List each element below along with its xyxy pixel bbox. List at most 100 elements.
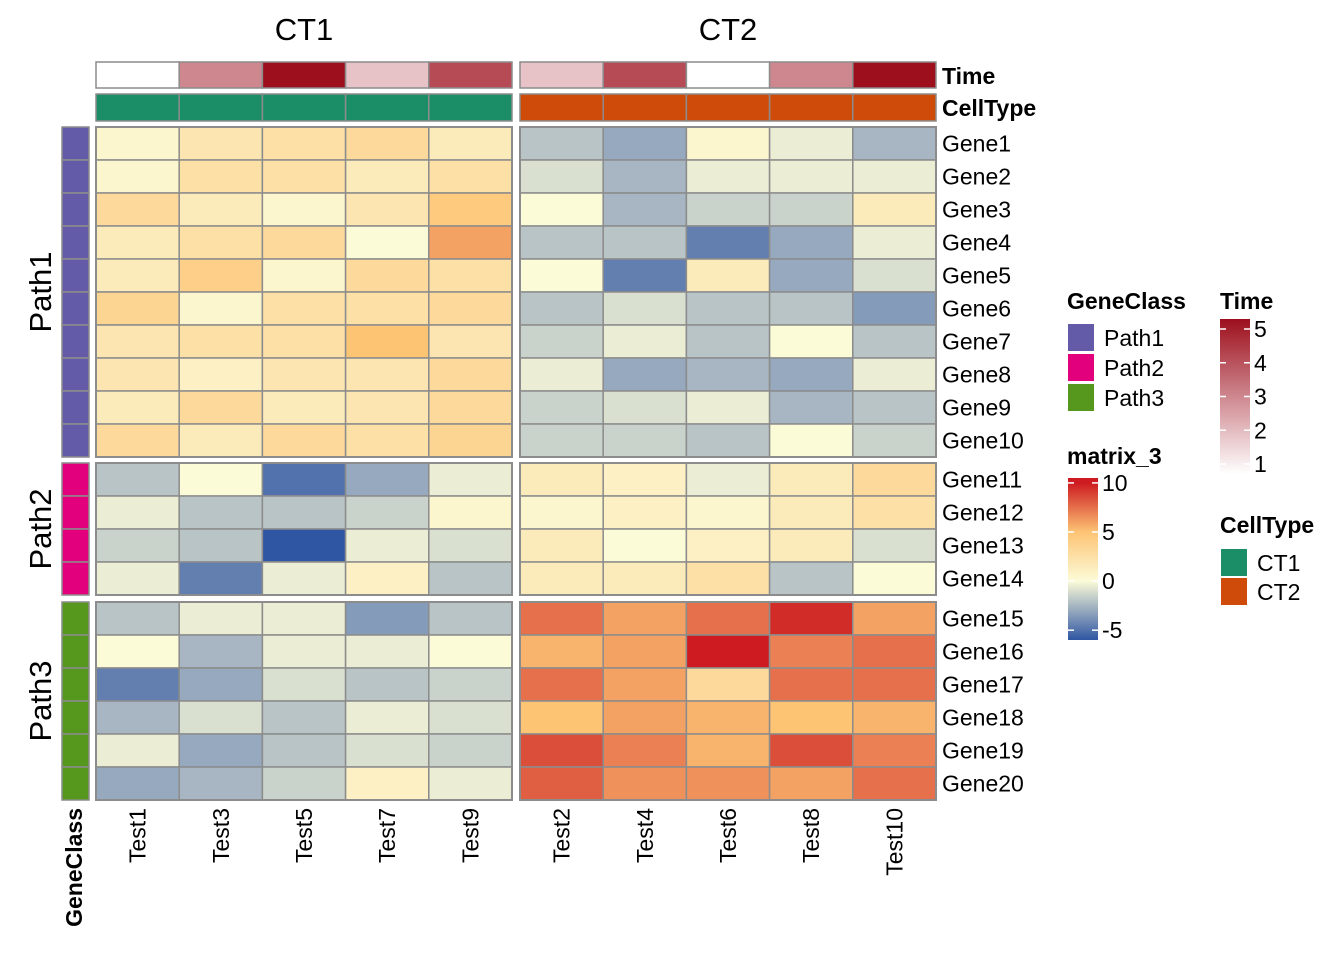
heatmap-cell [685, 733, 771, 768]
legend-celltype-swatch [1221, 578, 1247, 605]
heatmap-cell [519, 634, 604, 669]
heatmap-cell [852, 423, 937, 458]
legend-matrix-colorbar [1068, 478, 1098, 640]
geneclass-annotation-cell [61, 561, 90, 596]
celltype-annotation-cell [178, 93, 264, 122]
heatmap-cell [261, 601, 347, 636]
heatmap-cell [261, 390, 347, 425]
row-group-titles: Path1 Path2 Path3 [23, 251, 58, 741]
legend-geneclass-swatch [1068, 384, 1094, 411]
time-annotation-cell [178, 61, 264, 89]
row-label: Gene3 [942, 197, 1011, 223]
heatmap-cell [768, 733, 854, 768]
row-label: Gene11 [942, 467, 1022, 493]
row-label: Gene14 [942, 566, 1024, 592]
heatmap-cell [768, 225, 854, 260]
heatmap-cell [852, 126, 937, 161]
heatmap-cell [261, 733, 347, 768]
heatmap-block-border [519, 462, 937, 596]
column-label: Test8 [798, 808, 824, 863]
column-group-title: CT1 [275, 12, 334, 47]
geneclass-annotation-cell [61, 390, 90, 425]
heatmap-cell [685, 667, 771, 702]
geneclass-annotation-cell [61, 634, 90, 669]
heatmap-cell [428, 462, 513, 497]
heatmap-cell [95, 324, 180, 359]
heatmap-cell [344, 495, 430, 530]
legend-time-tick-label: 3 [1254, 384, 1267, 410]
legend-celltype-label: CT1 [1257, 550, 1300, 576]
heatmap-cell [428, 766, 513, 801]
geneclass-annotation-cell [61, 462, 90, 497]
heatmap-cell [344, 159, 430, 194]
row-label: Gene8 [942, 362, 1011, 388]
heatmap-cell [428, 733, 513, 768]
row-label: Gene20 [942, 771, 1024, 797]
heatmap-cell [519, 667, 604, 702]
legend-geneclass-label: Path2 [1104, 355, 1164, 381]
heatmap-block-border [519, 601, 937, 801]
row-label: Gene2 [942, 164, 1011, 190]
heatmap-cell [178, 528, 264, 563]
legend-matrix-title: matrix_3 [1067, 443, 1162, 469]
heatmap-cell [768, 528, 854, 563]
heatmap-cell [602, 462, 688, 497]
heatmap-cell [344, 192, 430, 227]
heatmap-cell [685, 225, 771, 260]
geneclass-annotation-cell [61, 225, 90, 260]
heatmap-cell [602, 561, 688, 596]
heatmap-cell [768, 423, 854, 458]
heatmap-cell [852, 159, 937, 194]
heatmap-cell [602, 423, 688, 458]
heatmap-cell [261, 766, 347, 801]
time-annotation-label: Time [942, 63, 995, 89]
heatmap-cell [602, 192, 688, 227]
heatmap-cell [95, 192, 180, 227]
heatmap-cell [602, 733, 688, 768]
row-label: Gene7 [942, 329, 1011, 355]
row-labels: Gene1 Gene2 Gene3 Gene4 Gene5 Gene6 Gene7 Gene8… [942, 131, 1024, 797]
heatmap-cell [768, 357, 854, 392]
heatmap-cell [602, 390, 688, 425]
heatmap-cell [685, 324, 771, 359]
heatmap-cell [768, 495, 854, 530]
heatmap-cell [602, 667, 688, 702]
heatmap-cell [519, 324, 604, 359]
row-group-title: Path1 [23, 251, 58, 332]
heatmap-cell [178, 733, 264, 768]
heatmap-cell [344, 225, 430, 260]
heatmap-cell [685, 495, 771, 530]
heatmap-cell [685, 561, 771, 596]
legend-time-tick-label: 5 [1254, 316, 1267, 342]
column-label: Test3 [208, 808, 234, 863]
heatmap-cell [95, 390, 180, 425]
heatmap-cell [261, 667, 347, 702]
heatmap-cell [602, 528, 688, 563]
row-label: Gene5 [942, 263, 1011, 289]
celltype-annotation-cell [768, 93, 854, 122]
heatmap-cell [344, 667, 430, 702]
heatmap-cell [428, 601, 513, 636]
geneclass-annotation-label: GeneClass [61, 808, 87, 927]
geneclass-annotation-cell [61, 423, 90, 458]
heatmap-cell [768, 126, 854, 161]
heatmap-cell [519, 291, 604, 326]
row-group-title: Path3 [23, 660, 58, 741]
heatmap-cell [852, 495, 937, 530]
heatmap-cell [261, 462, 347, 497]
row-label: Gene13 [942, 533, 1024, 559]
heatmap-cell [428, 126, 513, 161]
heatmap-cell [95, 159, 180, 194]
column-label: Test1 [125, 808, 151, 863]
heatmap-cell [95, 258, 180, 293]
celltype-annotation-cell [261, 93, 347, 122]
heatmap-cell [852, 225, 937, 260]
heatmap-cell [428, 357, 513, 392]
heatmap-cell [602, 225, 688, 260]
geneclass-annotation-cell [61, 667, 90, 702]
heatmap-cell [344, 766, 430, 801]
heatmap-cell [261, 324, 347, 359]
celltype-annotation-cell [95, 93, 180, 122]
legend-time-tick-label: 2 [1254, 417, 1267, 443]
heatmap-cell [519, 390, 604, 425]
